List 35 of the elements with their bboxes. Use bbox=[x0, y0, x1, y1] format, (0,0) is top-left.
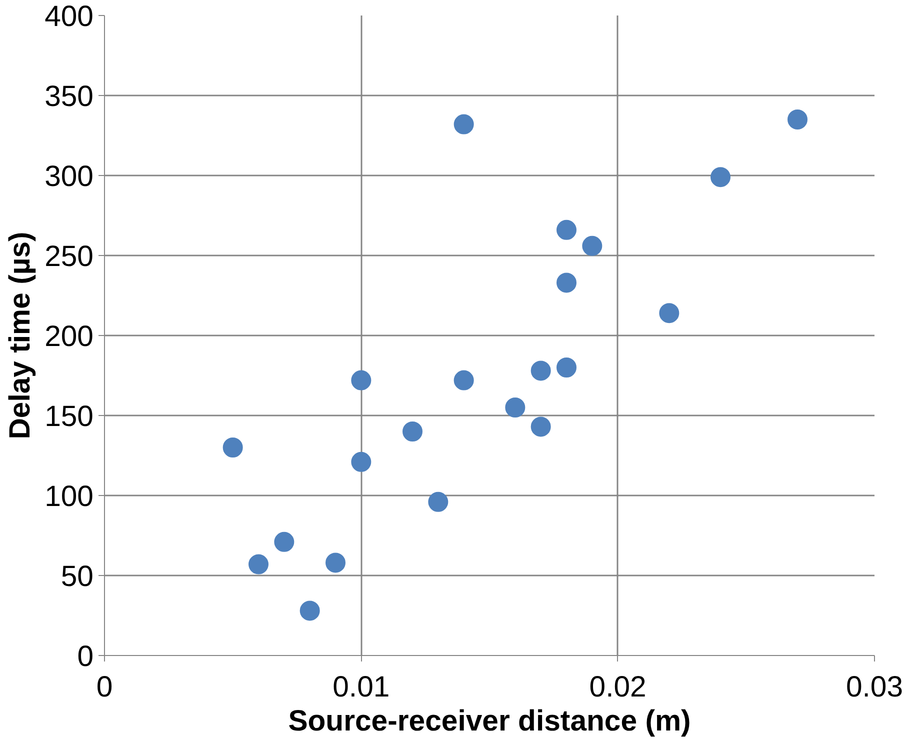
point bbox=[222, 438, 243, 458]
point bbox=[530, 360, 551, 381]
point bbox=[788, 110, 808, 130]
point bbox=[556, 272, 576, 293]
y-tick-label: 350 bbox=[44, 80, 94, 113]
x-tick-label: 0.03 bbox=[846, 670, 904, 704]
y-tick-label: 200 bbox=[44, 320, 94, 353]
point bbox=[351, 452, 372, 472]
point bbox=[454, 370, 474, 390]
y-tick-label: 150 bbox=[44, 400, 94, 433]
y-tick-label: 100 bbox=[44, 480, 94, 513]
point bbox=[505, 398, 526, 418]
y-tick-label: 300 bbox=[44, 160, 94, 193]
x-tick-label: 0.02 bbox=[589, 670, 646, 704]
y-tick-label: 0 bbox=[77, 640, 94, 673]
point bbox=[300, 600, 320, 621]
point bbox=[326, 552, 346, 573]
point bbox=[582, 236, 602, 256]
point bbox=[659, 303, 680, 324]
point bbox=[402, 422, 422, 442]
x-axis-title: Source-receiver distance (m) bbox=[288, 704, 691, 738]
y-tick-label: 400 bbox=[44, 0, 94, 33]
point bbox=[710, 167, 730, 188]
point bbox=[454, 114, 474, 134]
point bbox=[248, 554, 268, 574]
y-tick-label: 50 bbox=[60, 560, 94, 593]
y-tick-label: 250 bbox=[44, 240, 94, 273]
point bbox=[428, 492, 448, 512]
point bbox=[556, 358, 576, 378]
point bbox=[351, 370, 372, 390]
point bbox=[556, 220, 576, 240]
point bbox=[530, 416, 551, 437]
y-axis-title: Delay time (µs) bbox=[4, 232, 37, 440]
point bbox=[274, 532, 294, 552]
x-tick-label: 0.01 bbox=[332, 670, 390, 704]
